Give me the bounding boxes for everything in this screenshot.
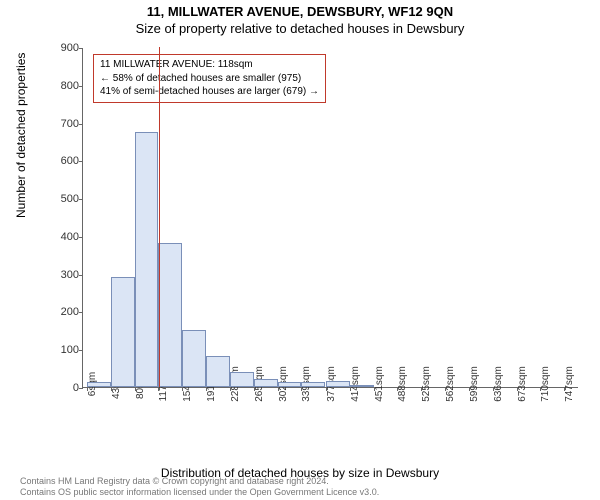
footer-attribution: Contains HM Land Registry data © Crown c… — [20, 476, 379, 498]
x-tick-label: 414sqm — [350, 366, 361, 402]
histogram-bar — [158, 243, 182, 387]
histogram-bar — [301, 382, 325, 387]
y-axis-label: Number of detached properties — [14, 53, 28, 218]
y-tick-mark — [79, 350, 83, 351]
histogram-bar — [206, 356, 230, 387]
y-tick-mark — [79, 86, 83, 87]
x-tick-label: 747sqm — [564, 366, 575, 402]
x-tick-label: 451sqm — [374, 366, 385, 402]
histogram-bar — [111, 277, 135, 387]
x-tick-label: 710sqm — [540, 366, 551, 402]
y-tick-label: 800 — [47, 80, 79, 92]
histogram-bar — [326, 381, 350, 387]
x-tick-label: 488sqm — [397, 366, 408, 402]
footer-line-2: Contains OS public sector information li… — [20, 487, 379, 498]
histogram-bar — [182, 330, 206, 387]
x-tick-label: 636sqm — [493, 366, 504, 402]
y-tick-label: 900 — [47, 42, 79, 54]
y-tick-label: 400 — [47, 231, 79, 243]
callout-line-1: 11 MILLWATER AVENUE: 118sqm — [100, 58, 319, 72]
y-tick-label: 200 — [47, 306, 79, 318]
callout-line-2: ← 58% of detached houses are smaller (97… — [100, 72, 319, 86]
histogram-bar — [135, 132, 159, 387]
histogram-bar — [278, 382, 302, 387]
marker-callout: 11 MILLWATER AVENUE: 118sqm ← 58% of det… — [93, 54, 326, 103]
y-tick-label: 500 — [47, 193, 79, 205]
y-tick-mark — [79, 312, 83, 313]
x-tick-label: 525sqm — [421, 366, 432, 402]
y-tick-mark — [79, 199, 83, 200]
footer-line-1: Contains HM Land Registry data © Crown c… — [20, 476, 379, 487]
x-tick-label: 599sqm — [469, 366, 480, 402]
histogram-bar — [254, 379, 278, 387]
y-tick-mark — [79, 161, 83, 162]
chart-area: 11 MILLWATER AVENUE: 118sqm ← 58% of det… — [62, 48, 578, 418]
histogram-bar — [230, 372, 254, 387]
y-tick-label: 100 — [47, 344, 79, 356]
x-tick-label: 673sqm — [517, 366, 528, 402]
y-tick-mark — [79, 124, 83, 125]
y-tick-mark — [79, 237, 83, 238]
y-tick-mark — [79, 388, 83, 389]
chart-subtitle: Size of property relative to detached ho… — [0, 19, 600, 36]
histogram-bar — [87, 382, 111, 387]
histogram-bar — [350, 385, 374, 387]
chart-title-address: 11, MILLWATER AVENUE, DEWSBURY, WF12 9QN — [0, 0, 600, 19]
y-tick-label: 600 — [47, 155, 79, 167]
x-tick-label: 562sqm — [445, 366, 456, 402]
property-marker-line — [159, 47, 160, 387]
y-tick-label: 700 — [47, 118, 79, 130]
y-tick-mark — [79, 275, 83, 276]
y-tick-label: 300 — [47, 269, 79, 281]
callout-line-3: 41% of semi-detached houses are larger (… — [100, 85, 319, 99]
plot-region: 11 MILLWATER AVENUE: 118sqm ← 58% of det… — [82, 48, 578, 388]
y-tick-mark — [79, 48, 83, 49]
y-tick-label: 0 — [47, 382, 79, 394]
